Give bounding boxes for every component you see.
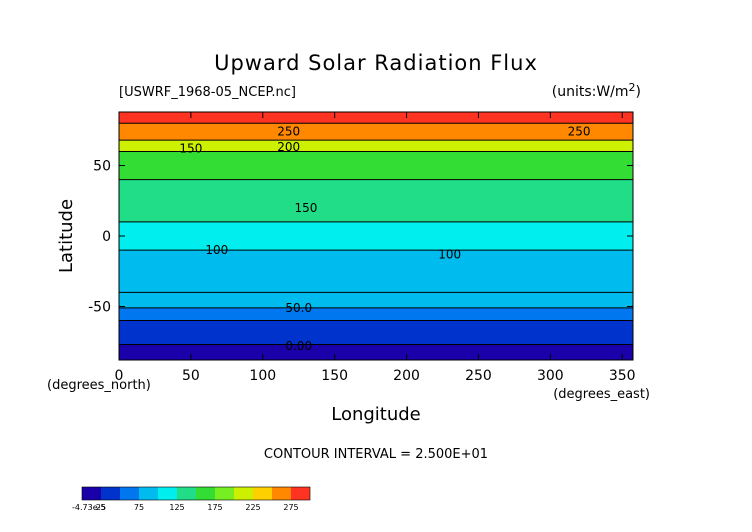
colorbar-min-label: -4.73e-5 <box>72 503 106 512</box>
y-tick-label-0: -50 <box>88 299 111 315</box>
latitude-band-10 <box>119 112 633 124</box>
colorbar-swatch-8 <box>234 487 253 500</box>
y-tick-label-1: 0 <box>102 229 111 245</box>
x-tick-label-6: 300 <box>537 368 564 384</box>
latitude-band-8 <box>119 140 633 152</box>
contour-label-5: 100 <box>205 243 228 257</box>
colorbar-swatch-5 <box>177 487 196 500</box>
latitude-band-4 <box>119 250 633 293</box>
y-tick-label-2: 50 <box>93 159 111 175</box>
colorbar-swatch-0 <box>82 487 101 500</box>
colorbar-tick-label-1: 75 <box>134 503 144 512</box>
latitude-band-3 <box>119 292 633 308</box>
y-axis: -50 0 50 <box>88 159 633 315</box>
colorbar-tick-label-0: 25 <box>96 503 106 512</box>
x-tick-label-0: 0 <box>115 368 124 384</box>
colorbar-swatch-1 <box>101 487 120 500</box>
latitude-band-6 <box>119 179 633 222</box>
colorbar-tick-label-2: 125 <box>169 503 184 512</box>
colorbar-tick-label-3: 175 <box>207 503 222 512</box>
colorbar: -4.73e-525 75 125 175 225 275 <box>72 486 311 512</box>
contour-label-2: 200 <box>277 140 300 154</box>
colorbar-tick-label-5: 275 <box>283 503 298 512</box>
colorbar-swatch-7 <box>215 487 234 500</box>
latitude-band-9 <box>119 123 633 141</box>
units-label: (units:W/m2) <box>552 81 641 100</box>
chart-title: Upward Solar Radiation Flux <box>214 51 538 75</box>
contour-label-3: 150 <box>179 142 202 156</box>
colorbar-swatch-10 <box>272 487 291 500</box>
y-unit-label: (degrees_north) <box>47 378 151 393</box>
latitude-band-2 <box>119 307 633 321</box>
colorbar-frame <box>81 486 311 501</box>
latitude-band-1 <box>119 320 633 345</box>
colorbar-swatch-9 <box>253 487 272 500</box>
x-axis: 0 50 100 150 200 250 300 350 <box>115 112 636 384</box>
colorbar-swatch-3 <box>139 487 158 500</box>
x-tick-label-7: 350 <box>609 368 636 384</box>
contour-label-7: 50.0 <box>285 301 312 315</box>
contour-label-1: 250 <box>568 125 591 139</box>
x-axis-label: Longitude <box>331 404 421 425</box>
colorbar-tick-label-4: 225 <box>245 503 260 512</box>
x-tick-label-1: 50 <box>182 368 200 384</box>
source-file-label: [USWRF_1968-05_NCEP.nc] <box>119 85 296 100</box>
y-axis-label: Latitude <box>56 199 77 273</box>
contour-label-6: 100 <box>438 247 461 261</box>
latitude-band-5 <box>119 221 633 251</box>
contour-interval-text: CONTOUR INTERVAL = 2.500E+01 <box>264 447 488 462</box>
latitude-band-7 <box>119 151 633 180</box>
colorbar-swatch-6 <box>196 487 215 500</box>
latitude-band-0 <box>119 344 633 360</box>
x-tick-label-4: 200 <box>393 368 420 384</box>
contour-label-8: 0.00 <box>285 339 312 353</box>
colorbar-swatch-4 <box>158 487 177 500</box>
x-tick-label-5: 250 <box>465 368 492 384</box>
contour-label-4: 150 <box>294 201 317 215</box>
x-tick-label-2: 100 <box>249 368 276 384</box>
x-unit-label: (degrees_east) <box>553 387 650 402</box>
colorbar-swatch-2 <box>120 487 139 500</box>
colorbar-swatch-11 <box>291 487 310 500</box>
x-tick-label-3: 150 <box>321 368 348 384</box>
contour-label-0: 250 <box>277 125 300 139</box>
